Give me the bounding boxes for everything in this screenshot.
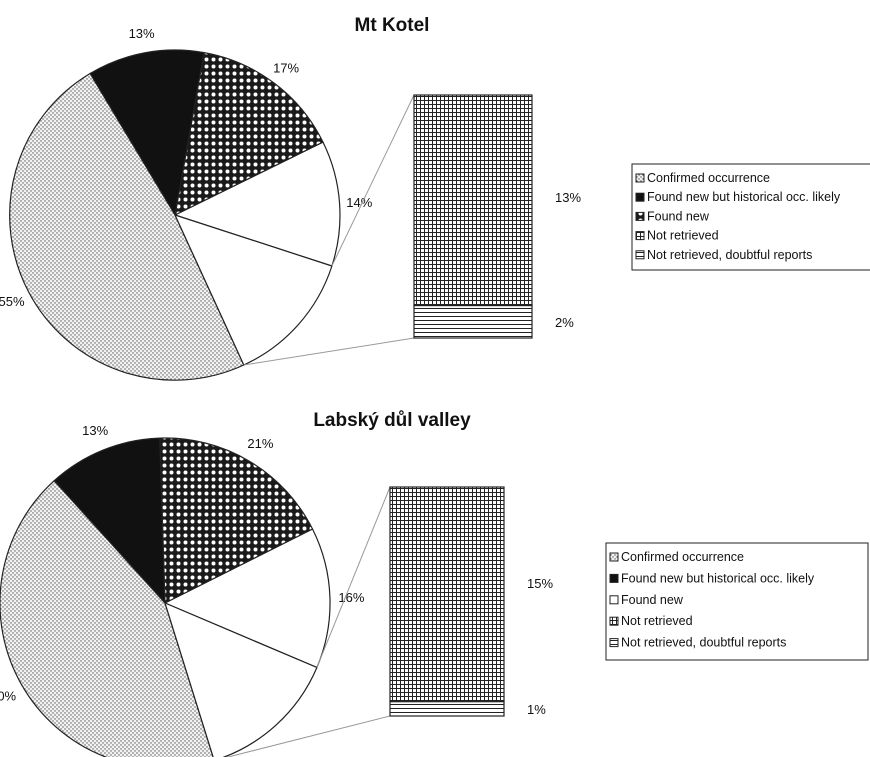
pie-slice-bar-of-pie <box>173 214 333 366</box>
slice-percent-label: 16% <box>338 590 364 605</box>
bar-segment-not-retrieved <box>389 486 505 703</box>
legend-swatch <box>635 250 645 260</box>
legend: Confirmed occurrence Found new but histor… <box>631 163 870 271</box>
chart-title: Mt Kotel <box>355 15 430 36</box>
bar-percent-label: 1% <box>527 702 546 717</box>
connector-line <box>316 486 391 668</box>
bar-percent-label: 15% <box>527 576 553 591</box>
legend-swatch <box>609 595 619 605</box>
slice-percent-label: 55% <box>0 294 25 309</box>
legend-swatch <box>635 173 645 183</box>
legend-swatch <box>609 616 619 626</box>
connector-line <box>243 337 415 366</box>
pie-slice-not-retrieved <box>159 437 314 604</box>
pie-slice-confirmed <box>0 479 214 757</box>
slice-percent-label: 17% <box>273 60 299 75</box>
pie-slice-confirmed <box>9 72 245 381</box>
slice-percent-label: 13% <box>129 26 155 41</box>
legend-label: Not retrieved, doubtful reports <box>621 636 786 650</box>
bar-segment-doubtful <box>413 305 533 339</box>
pie: 55% 13% 17% 14% <box>0 26 373 381</box>
pie-slice-found-new-historical <box>89 49 205 217</box>
legend-swatch <box>635 192 645 202</box>
legend: Confirmed occurrence Found new but histor… <box>605 542 869 661</box>
pie-slice-bar-of-pie <box>164 601 318 757</box>
connector-line <box>225 715 391 757</box>
bar-of-pie: 13% 2% <box>243 94 581 366</box>
bar-of-pie: 15% 1% <box>225 486 553 757</box>
pie: 50% 13% 21% 16% <box>0 423 365 757</box>
legend-box <box>605 542 869 661</box>
pie-slice-found-new-historical <box>53 437 166 605</box>
bar-segment-doubtful <box>389 701 505 717</box>
legend-label: Found new but historical occ. likely <box>647 190 841 204</box>
legend-swatch <box>609 573 619 583</box>
legend-label: Confirmed occurrence <box>621 550 744 564</box>
bar-segment-not-retrieved <box>413 94 533 307</box>
legend-label: Not retrieved <box>647 229 719 243</box>
bar-percent-label: 2% <box>555 315 574 330</box>
legend-label: Not retrieved, doubtful reports <box>647 248 812 262</box>
connector-line <box>331 94 415 267</box>
legend-label: Found new <box>621 593 684 607</box>
legend-label: Confirmed occurrence <box>647 171 770 185</box>
legend-label: Not retrieved <box>621 614 693 628</box>
chart-labsky-dul: Labský důl valley 50% 13% 21% 16% 15% 1% Con… <box>0 410 869 757</box>
legend-swatch <box>609 552 619 562</box>
slice-percent-label: 14% <box>346 195 372 210</box>
legend-swatch <box>635 231 645 241</box>
legend-swatch <box>609 638 619 648</box>
legend-swatch <box>635 211 645 221</box>
chart-title: Labský důl valley <box>313 410 471 431</box>
legend-label: Found new but historical occ. likely <box>621 571 815 585</box>
slice-percent-label: 21% <box>247 436 273 451</box>
slice-percent-label: 50% <box>0 689 17 704</box>
bar-percent-label: 13% <box>555 190 581 205</box>
slice-percent-label: 13% <box>82 423 108 438</box>
pie-slice-not-retrieved <box>174 51 324 217</box>
legend-label: Found new <box>647 209 710 223</box>
pie-slice-found-new <box>173 141 341 267</box>
legend-box <box>631 163 870 271</box>
chart-mt-kotel: Mt Kotel 55% 13% 17% 14% 13% 2% Confirmed oc… <box>0 15 870 381</box>
